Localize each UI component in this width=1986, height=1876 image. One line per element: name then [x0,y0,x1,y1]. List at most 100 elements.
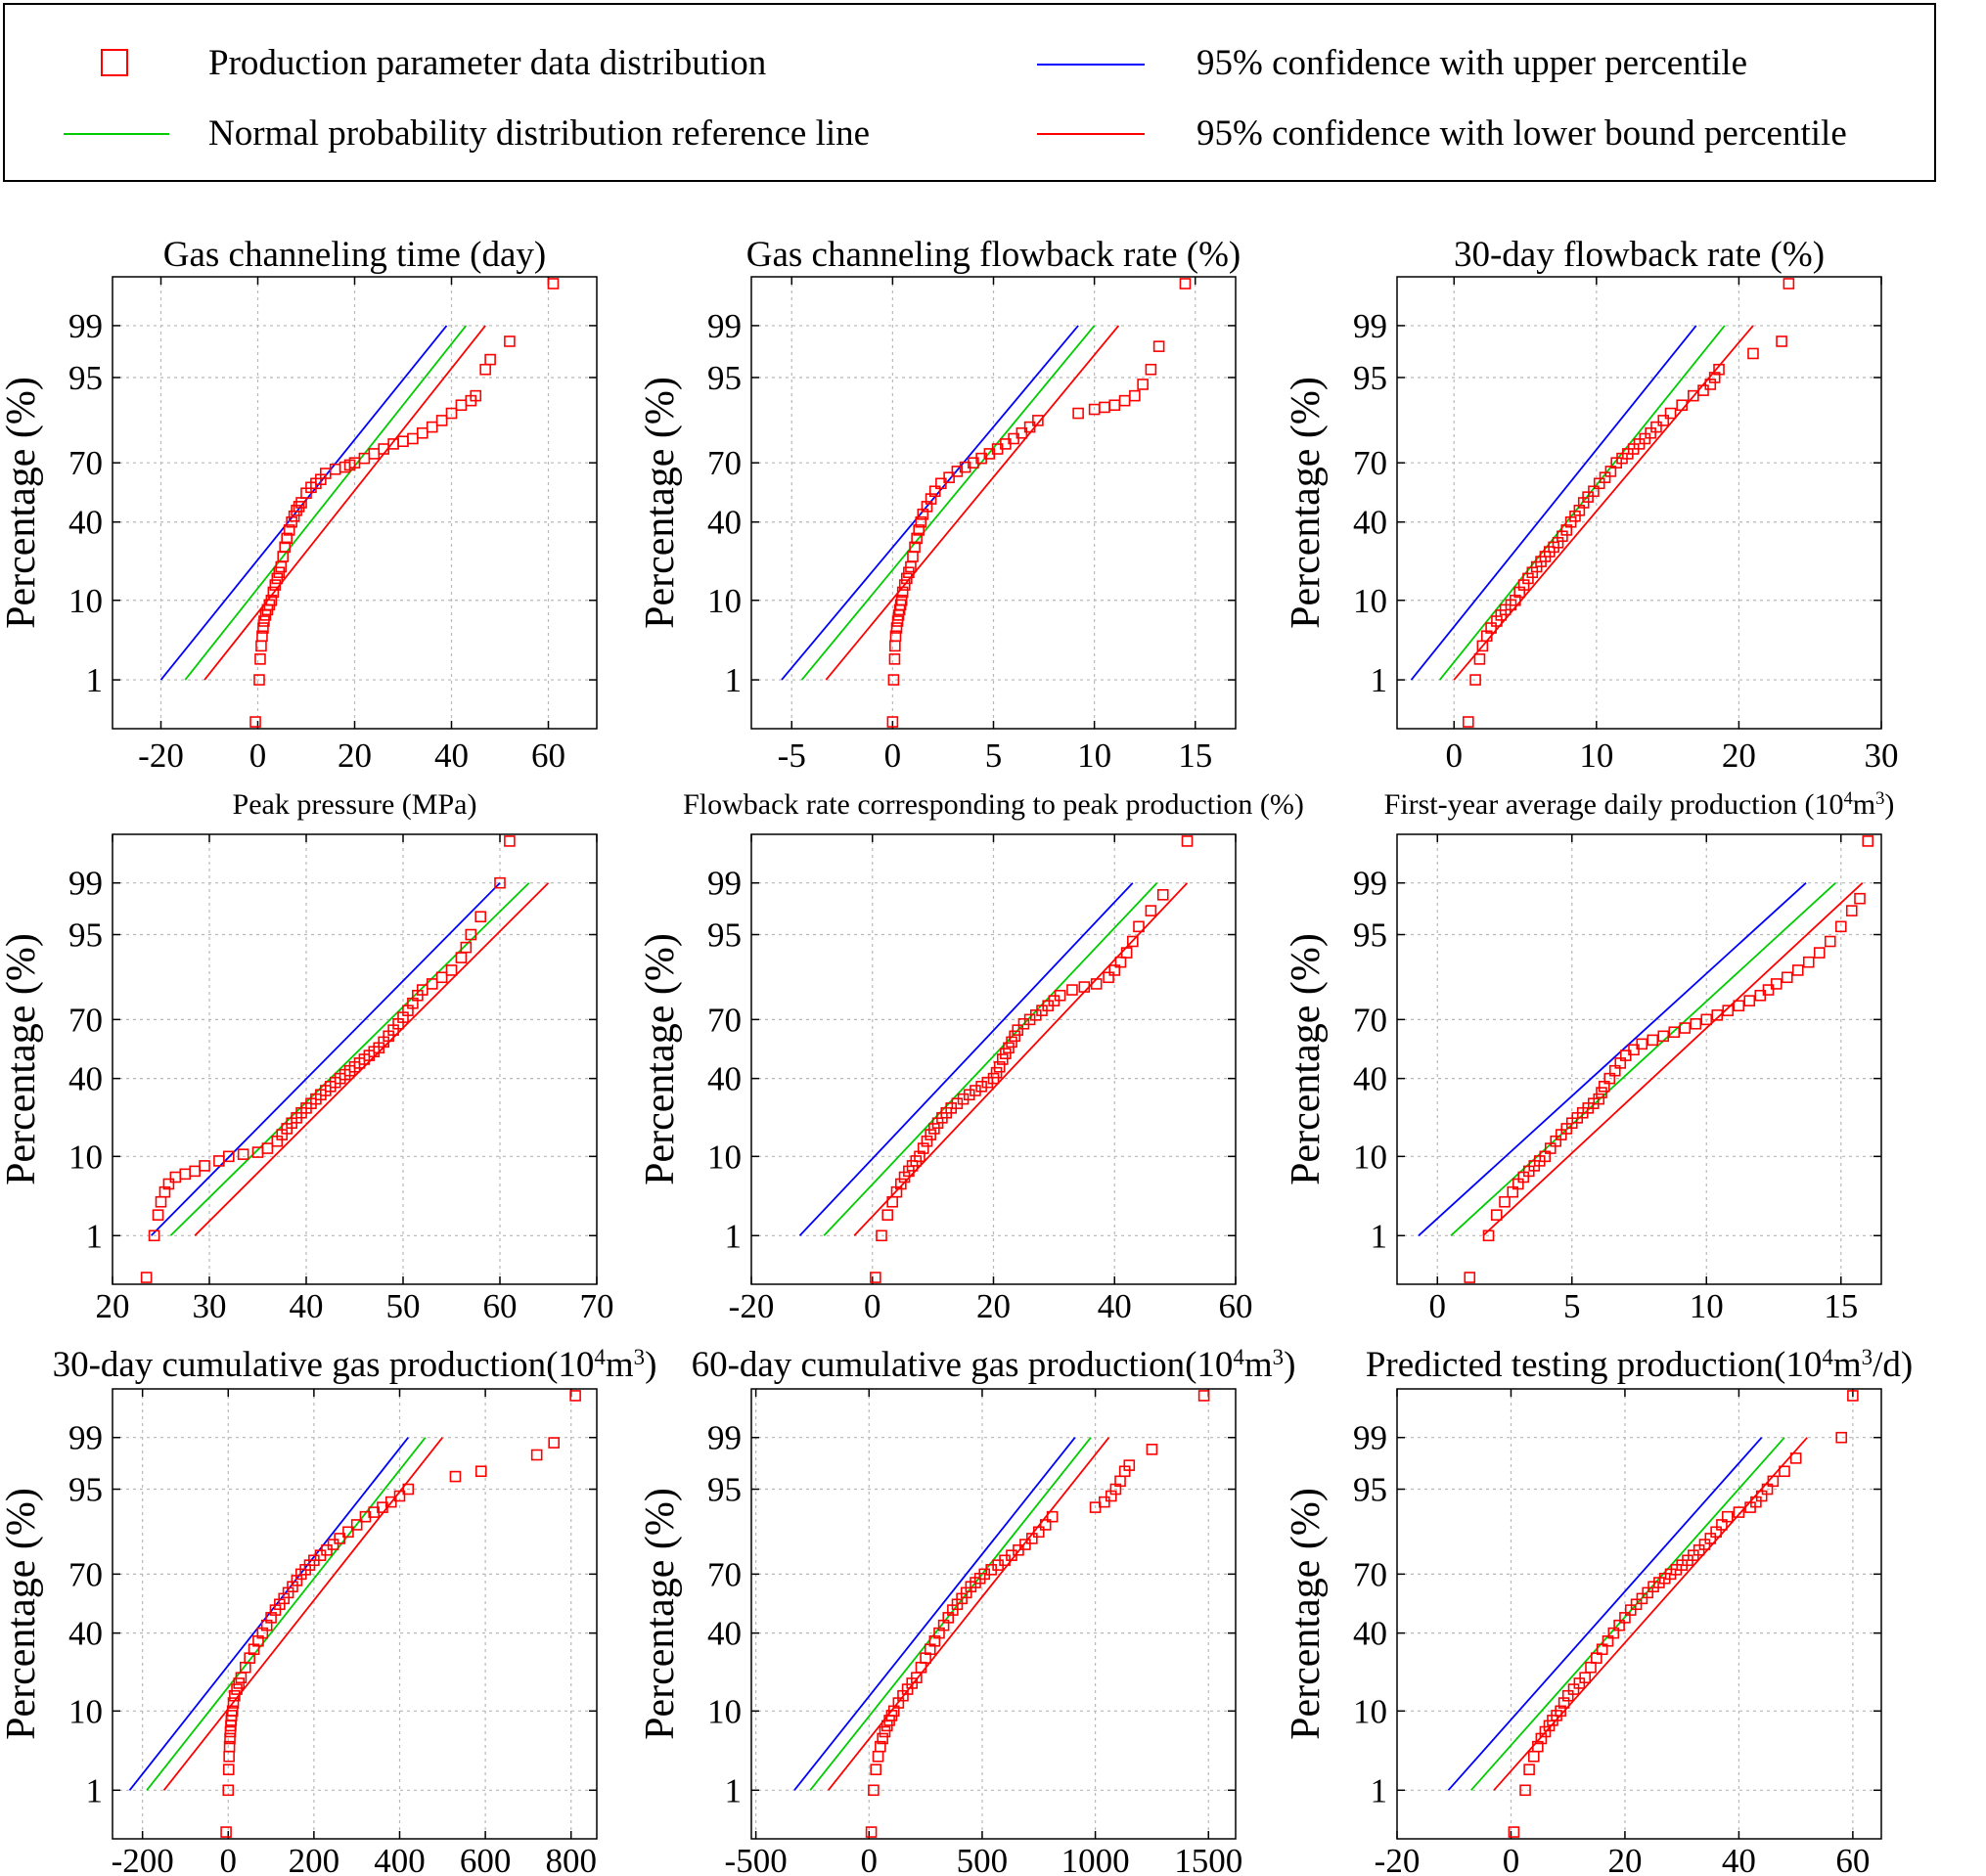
data-point [547,278,560,290]
y-axis-label: Percentage (%) [0,933,44,1185]
y-tick-label: 70 [707,1555,742,1593]
x-tick-label: 0 [220,1842,238,1876]
data-point [911,532,923,545]
data-point [1585,1661,1597,1674]
data-point [887,674,900,686]
data-point [1761,1483,1774,1496]
x-tick-label: 20 [1722,737,1756,775]
data-point [1789,1452,1802,1464]
x-tick-label: 1500 [1174,1842,1242,1876]
y-tick-label: 1 [1371,1217,1388,1255]
data-point [1704,1533,1717,1544]
data-point [1668,1026,1681,1039]
data-point [1733,1000,1745,1012]
y-tick-label: 70 [68,1555,103,1593]
data-point [987,1072,1000,1085]
data-point [229,1689,241,1702]
y-tick-label: 10 [68,1692,103,1730]
data-point [283,524,295,536]
data-point [1824,935,1836,948]
data-point [269,579,282,591]
data-point [1645,426,1656,439]
chart-panel-9: -20 0 20 40 60 1 10 40 70 95 99 Percentage (%) Predi… [1284,1345,1913,1876]
data-point [1697,384,1709,396]
data-point [875,1740,886,1753]
x-tick-label: 0 [1445,737,1463,775]
data-point [872,1750,884,1763]
y-tick-label: 1 [725,1771,743,1809]
data-point [271,572,284,585]
y-tick-label: 99 [1353,1419,1387,1457]
data-point [223,1150,235,1163]
y-tick-label: 70 [68,444,103,482]
data-point [1813,947,1826,959]
upper-confidence-line [1418,882,1807,1236]
data-point [1791,964,1804,976]
y-tick-label: 10 [707,1692,742,1730]
x-tick-label: 40 [434,737,469,775]
y-tick-label: 1 [725,1217,743,1255]
data-point [1066,984,1078,996]
data-point [416,426,429,439]
data-point [1006,1036,1017,1049]
data-point [445,964,458,976]
data-point [226,1705,239,1718]
data-point [1103,971,1114,984]
y-axis-label: Percentage (%) [0,1488,44,1740]
upper-confidence-line [793,1437,1076,1791]
data-point [895,594,908,606]
x-tick-label: 50 [386,1287,421,1325]
data-point [465,928,477,941]
upper-confidence-line [128,1437,409,1791]
y-axis-label: Percentage (%) [638,1488,683,1740]
x-tick-label: 1000 [1061,1842,1130,1876]
data-point [494,876,506,889]
lower-confidence-line [1493,1437,1808,1791]
data-point [460,941,473,954]
y-tick-label: 10 [1353,1138,1387,1176]
data-point [426,978,438,990]
data-point [1755,1490,1768,1502]
data-point [925,493,937,505]
x-tick-label: 800 [545,1842,597,1876]
data-point [416,984,429,996]
data-point [1613,1619,1625,1631]
data-point [1499,1195,1511,1208]
chart-title: Gas channeling time (day) [163,235,546,275]
data-point [1032,415,1044,426]
data-point [1197,1390,1210,1402]
data-point [1750,1496,1762,1508]
y-tick-label: 1 [86,661,104,699]
data-point [350,1519,363,1531]
data-point [1527,1750,1540,1763]
upper-confidence-line [1447,1437,1763,1791]
data-point [1485,622,1497,634]
data-point [1802,956,1815,968]
y-tick-label: 70 [68,1001,103,1039]
data-point [1179,278,1192,290]
data-point [1593,477,1605,490]
y-tick-label: 40 [1353,504,1387,542]
data-point [158,1185,171,1198]
normal-reference-line [809,1437,1092,1791]
normal-reference-line [1470,1437,1785,1791]
data-point [342,1526,354,1539]
data-point [152,1209,164,1221]
data-point [1762,984,1775,996]
y-tick-label: 95 [1353,359,1387,397]
data-point [1591,1652,1602,1664]
chart-title: Gas channeling flowback rate (%) [746,235,1241,275]
y-tick-label: 40 [68,504,103,542]
data-point [917,508,929,520]
x-tick-label: -20 [1375,1842,1421,1876]
data-point [227,1697,240,1709]
y-tick-label: 40 [707,504,742,542]
data-point [199,1160,210,1172]
y-tick-label: 70 [707,444,742,482]
data-point [455,399,468,412]
y-tick-label: 99 [68,307,103,345]
data-point [1120,947,1133,959]
data-point [1676,399,1688,412]
data-point [1783,278,1795,290]
data-point [1156,889,1169,901]
